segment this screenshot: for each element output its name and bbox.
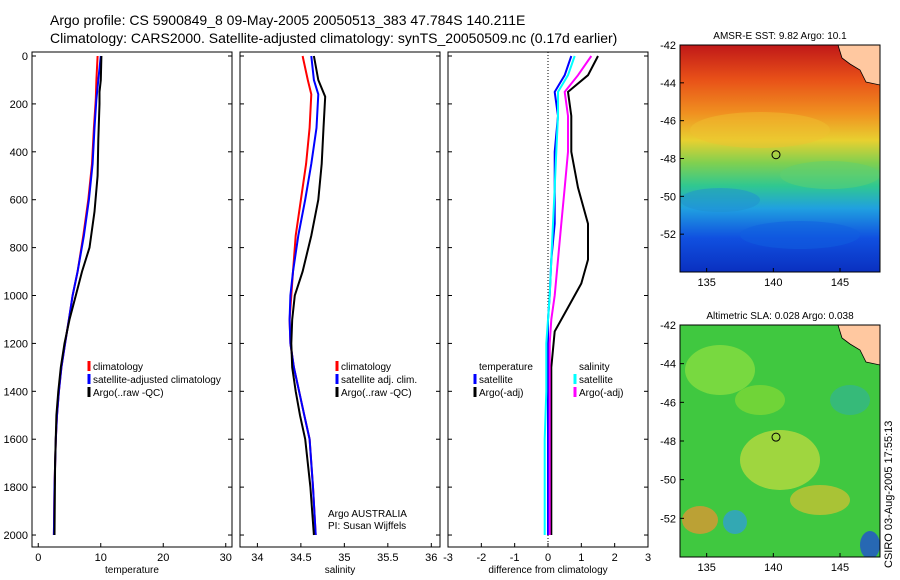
y-tick-label: -44 [660, 78, 676, 90]
y-tick-label: -42 [660, 40, 676, 52]
y-tick-label: -50 [660, 191, 676, 203]
sla-map-axes: Altimetric SLA: 0.028 Argo: 0.038 -42 -44 -… [660, 311, 881, 574]
tasmania-coast [837, 45, 880, 86]
x-tick-label: 34.5 [290, 552, 311, 564]
legend-label: climatology [93, 362, 143, 373]
y-tick-label: -46 [660, 397, 676, 409]
series-line [548, 55, 593, 535]
x-tick-label: 145 [831, 562, 849, 574]
series-line [53, 55, 103, 536]
x-axis-label: salinity [325, 565, 356, 576]
legend-label: satellite [579, 375, 613, 386]
x-tick-label: 2 [612, 552, 618, 564]
x-tick-label: -2 [476, 552, 486, 564]
y-tick-label: -46 [660, 116, 676, 128]
x-tick-label: 10 [95, 552, 107, 564]
x-tick-label: 35 [338, 552, 350, 564]
sla-map [680, 325, 880, 557]
timestamp-label: CSIRO 03-Aug-2005 17:55:13 [883, 421, 895, 568]
legend-label: satellite adj. clim. [341, 375, 417, 386]
salinity-panel: 34 34.5 35 35.5 36 salinity climatology satelli… [239, 51, 441, 576]
y-tick-label: -48 [660, 154, 676, 166]
x-tick-label: 135 [697, 277, 715, 289]
legend-label: satellite [479, 375, 513, 386]
series-line [543, 55, 576, 535]
x-tick-label: 145 [831, 277, 849, 289]
map-title: Altimetric SLA: 0.028 Argo: 0.038 [706, 311, 854, 322]
series-line [550, 55, 599, 535]
difference-panel: -3 -2 -1 0 1 2 3 difference from climatology tem… [443, 51, 651, 576]
x-axis-label: difference from climatology [488, 565, 607, 576]
y-tick-label: 1000 [4, 291, 28, 303]
legend-label: satellite-adjusted climatology [93, 375, 221, 386]
y-tick-label: -48 [660, 436, 676, 448]
legend-label: temperature [479, 362, 533, 373]
plot-frame [239, 51, 441, 548]
temperature-panel: 0 200 400 600 800 1000 1200 1400 1600 1800 2000 0 10… [4, 51, 233, 576]
y-tick-label: -52 [660, 229, 676, 241]
x-tick-label: 35.5 [377, 552, 398, 564]
x-tick-label: 34 [251, 552, 263, 564]
y-tick-label: 0 [22, 51, 28, 63]
y-tick-label: 1600 [4, 434, 28, 446]
y-tick-label: 400 [10, 147, 28, 159]
y-tick-label: -52 [660, 513, 676, 525]
x-tick-label: 0 [545, 552, 551, 564]
x-tick-label: 20 [157, 552, 169, 564]
x-tick-label: 135 [697, 562, 715, 574]
y-tick-label: -44 [660, 359, 676, 371]
y-tick-label: -42 [660, 320, 676, 332]
y-tick-label: 600 [10, 195, 28, 207]
x-tick-label: 140 [764, 562, 782, 574]
y-tick-label: 2000 [4, 530, 28, 542]
y-tick-label: 1200 [4, 338, 28, 350]
argo-position-marker [771, 150, 781, 160]
series-line [290, 55, 327, 536]
x-tick-label: 3 [645, 552, 651, 564]
x-tick-label: 30 [220, 552, 232, 564]
tasmania-coast [837, 325, 880, 366]
sst-map-axes: AMSR-E SST: 9.82 Argo: 10.1 -42 -44 -46 -48 -… [660, 31, 881, 289]
x-tick-label: 1 [578, 552, 584, 564]
legend-label: salinity [579, 362, 610, 373]
legend-label: Argo(..raw -QC) [341, 388, 412, 399]
legend-label: Argo(-adj) [579, 388, 623, 399]
series-line [288, 55, 320, 536]
legend-label: Argo(-adj) [479, 388, 523, 399]
annotation-text: PI: Susan Wijffels [328, 521, 406, 532]
x-tick-label: 0 [35, 552, 41, 564]
x-tick-label: 140 [764, 277, 782, 289]
plot-title-line2: Climatology: CARS2000. Satellite-adjuste… [50, 30, 618, 46]
x-tick-label: -1 [510, 552, 520, 564]
y-tick-label: 800 [10, 243, 28, 255]
sst-map [680, 45, 880, 272]
map-title: AMSR-E SST: 9.82 Argo: 10.1 [713, 31, 847, 42]
y-tick-label: 1800 [4, 482, 28, 494]
plot-title-line1: Argo profile: CS 5900849_8 09-May-2005 2… [50, 12, 526, 28]
x-tick-label: -3 [443, 552, 453, 564]
y-tick-label: -50 [660, 475, 676, 487]
x-axis-label: temperature [105, 565, 159, 576]
plot-frame [31, 51, 233, 548]
y-tick-label: 1400 [4, 386, 28, 398]
argo-position-marker [771, 432, 781, 442]
legend-label: climatology [341, 362, 391, 373]
annotation-text: Argo AUSTRALIA [328, 509, 407, 520]
x-tick-label: 36 [425, 552, 437, 564]
legend-label: Argo(..raw -QC) [93, 388, 164, 399]
y-tick-label: 200 [10, 99, 28, 111]
